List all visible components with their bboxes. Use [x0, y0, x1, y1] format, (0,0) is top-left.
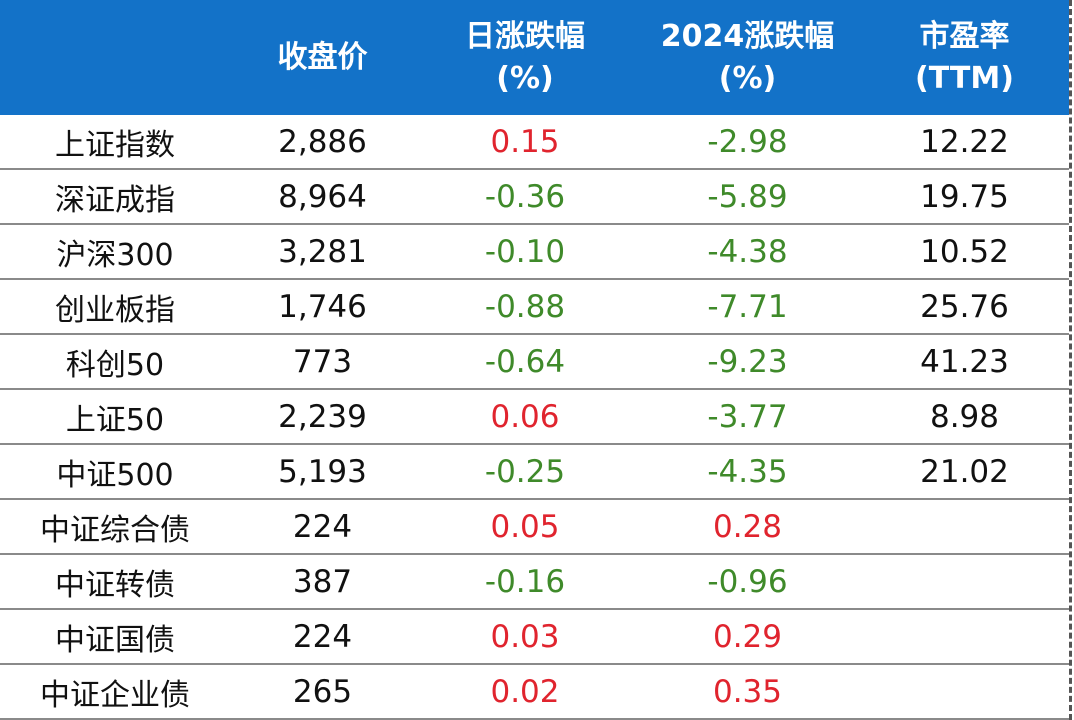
table-row: 中证国债 224 0.03 0.29 — [0, 609, 1069, 665]
daily-change-cell: 0.03 — [415, 609, 635, 665]
ytd-change-cell: -9.23 — [635, 334, 860, 390]
table-row: 中证企业债 265 0.02 0.35 — [0, 664, 1069, 720]
index-name-cell: 深证成指 — [0, 169, 230, 225]
index-name-cell: 沪深300 — [0, 224, 230, 280]
close-price-cell: 5,193 — [230, 444, 415, 500]
pe-ttm-cell: 12.22 — [860, 115, 1069, 170]
header-pe-ttm: 市盈率 (TTM) — [860, 0, 1069, 115]
header-ytd-change: 2024涨跌幅 (%) — [635, 0, 860, 115]
pe-ttm-cell — [860, 499, 1069, 555]
ytd-change-cell: -3.77 — [635, 389, 860, 445]
ytd-change-cell: -4.38 — [635, 224, 860, 280]
pe-ttm-cell — [860, 554, 1069, 610]
daily-change-cell: -0.88 — [415, 279, 635, 335]
table-row: 沪深300 3,281 -0.10 -4.38 10.52 — [0, 224, 1069, 280]
close-price-cell: 265 — [230, 664, 415, 720]
header-row: 收盘价 日涨跌幅 (%) 2024涨跌幅 (%) 市盈率 (TTM) — [0, 0, 1069, 115]
pe-ttm-cell: 41.23 — [860, 334, 1069, 390]
header-daily-change: 日涨跌幅 (%) — [415, 0, 635, 115]
index-name-cell: 创业板指 — [0, 279, 230, 335]
header-close-price: 收盘价 — [230, 0, 415, 115]
table-row: 中证综合债 224 0.05 0.28 — [0, 499, 1069, 555]
ytd-change-cell: 0.29 — [635, 609, 860, 665]
close-price-cell: 773 — [230, 334, 415, 390]
index-name-cell: 中证500 — [0, 444, 230, 500]
pe-ttm-cell: 10.52 — [860, 224, 1069, 280]
pe-ttm-cell: 19.75 — [860, 169, 1069, 225]
table-row: 上证50 2,239 0.06 -3.77 8.98 — [0, 389, 1069, 445]
index-name-cell: 上证指数 — [0, 115, 230, 170]
table-row: 科创50 773 -0.64 -9.23 41.23 — [0, 334, 1069, 390]
table-header: 收盘价 日涨跌幅 (%) 2024涨跌幅 (%) 市盈率 (TTM) — [0, 0, 1069, 115]
index-name-cell: 中证国债 — [0, 609, 230, 665]
close-price-cell: 224 — [230, 609, 415, 665]
ytd-change-cell: -4.35 — [635, 444, 860, 500]
daily-change-cell: -0.25 — [415, 444, 635, 500]
ytd-change-cell: -5.89 — [635, 169, 860, 225]
daily-change-cell: 0.02 — [415, 664, 635, 720]
ytd-change-cell: -2.98 — [635, 115, 860, 170]
close-price-cell: 3,281 — [230, 224, 415, 280]
pe-ttm-cell — [860, 664, 1069, 720]
close-price-cell: 2,886 — [230, 115, 415, 170]
pe-ttm-cell: 8.98 — [860, 389, 1069, 445]
daily-change-cell: 0.15 — [415, 115, 635, 170]
index-name-cell: 上证50 — [0, 389, 230, 445]
daily-change-cell: 0.06 — [415, 389, 635, 445]
header-name — [0, 0, 230, 115]
close-price-cell: 8,964 — [230, 169, 415, 225]
index-name-cell: 中证转债 — [0, 554, 230, 610]
ytd-change-cell: -7.71 — [635, 279, 860, 335]
daily-change-cell: -0.64 — [415, 334, 635, 390]
daily-change-cell: -0.10 — [415, 224, 635, 280]
table-row: 创业板指 1,746 -0.88 -7.71 25.76 — [0, 279, 1069, 335]
daily-change-cell: 0.05 — [415, 499, 635, 555]
right-dashed-border — [1069, 0, 1072, 720]
pe-ttm-cell — [860, 609, 1069, 665]
table-body: 上证指数 2,886 0.15 -2.98 12.22 深证成指 8,964 -0.36 -5.… — [0, 115, 1069, 720]
index-name-cell: 科创50 — [0, 334, 230, 390]
close-price-cell: 387 — [230, 554, 415, 610]
daily-change-cell: -0.16 — [415, 554, 635, 610]
close-price-cell: 1,746 — [230, 279, 415, 335]
close-price-cell: 224 — [230, 499, 415, 555]
table-row: 上证指数 2,886 0.15 -2.98 12.22 — [0, 115, 1069, 170]
close-price-cell: 2,239 — [230, 389, 415, 445]
table-row: 深证成指 8,964 -0.36 -5.89 19.75 — [0, 169, 1069, 225]
index-name-cell: 中证企业债 — [0, 664, 230, 720]
ytd-change-cell: -0.96 — [635, 554, 860, 610]
table-row: 中证500 5,193 -0.25 -4.35 21.02 — [0, 444, 1069, 500]
table-row: 中证转债 387 -0.16 -0.96 — [0, 554, 1069, 610]
ytd-change-cell: 0.28 — [635, 499, 860, 555]
ytd-change-cell: 0.35 — [635, 664, 860, 720]
daily-change-cell: -0.36 — [415, 169, 635, 225]
index-name-cell: 中证综合债 — [0, 499, 230, 555]
pe-ttm-cell: 25.76 — [860, 279, 1069, 335]
pe-ttm-cell: 21.02 — [860, 444, 1069, 500]
